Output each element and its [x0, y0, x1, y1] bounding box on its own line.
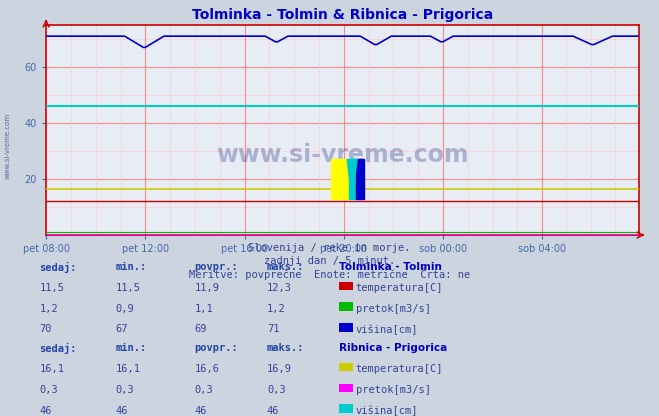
Text: Ribnica - Prigorica: Ribnica - Prigorica	[339, 343, 447, 353]
Text: 16,6: 16,6	[194, 364, 219, 374]
Text: temperatura[C]: temperatura[C]	[356, 364, 444, 374]
Title: Tolminka - Tolmin & Ribnica - Prigorica: Tolminka - Tolmin & Ribnica - Prigorica	[192, 8, 494, 22]
Text: 1,2: 1,2	[40, 304, 58, 314]
Text: 46: 46	[40, 406, 52, 416]
Text: temperatura[C]: temperatura[C]	[356, 283, 444, 293]
Text: 0,3: 0,3	[115, 385, 134, 395]
Bar	[356, 159, 364, 198]
Text: 1,2: 1,2	[267, 304, 285, 314]
Text: 46: 46	[267, 406, 279, 416]
Bar	[349, 159, 356, 198]
Text: 1,1: 1,1	[194, 304, 213, 314]
Text: Tolminka - Tolmin: Tolminka - Tolmin	[339, 262, 442, 272]
Text: Slovenija / reke in morje.: Slovenija / reke in morje.	[248, 243, 411, 253]
Text: 46: 46	[115, 406, 128, 416]
Text: min.:: min.:	[115, 343, 146, 353]
Text: www.si-vreme.com: www.si-vreme.com	[216, 143, 469, 167]
Text: maks.:: maks.:	[267, 343, 304, 353]
Text: 16,1: 16,1	[40, 364, 65, 374]
Text: Meritve: povprečne  Enote: metrične  Črta: ne: Meritve: povprečne Enote: metrične Črta:…	[189, 268, 470, 280]
Text: višina[cm]: višina[cm]	[356, 324, 418, 335]
Text: 70: 70	[40, 324, 52, 334]
Text: pretok[m3/s]: pretok[m3/s]	[356, 385, 431, 395]
Bar	[331, 159, 349, 198]
Text: povpr.:: povpr.:	[194, 262, 238, 272]
Text: maks.:: maks.:	[267, 262, 304, 272]
Text: 16,1: 16,1	[115, 364, 140, 374]
Text: povpr.:: povpr.:	[194, 343, 238, 353]
Text: 16,9: 16,9	[267, 364, 292, 374]
Text: 0,3: 0,3	[40, 385, 58, 395]
Text: 71: 71	[267, 324, 279, 334]
Text: 69: 69	[194, 324, 207, 334]
Text: sedaj:: sedaj:	[40, 262, 77, 273]
Text: 11,5: 11,5	[115, 283, 140, 293]
Text: www.si-vreme.com: www.si-vreme.com	[5, 113, 11, 178]
Polygon shape	[347, 159, 357, 198]
Text: 0,3: 0,3	[267, 385, 285, 395]
Text: 11,9: 11,9	[194, 283, 219, 293]
Text: pretok[m3/s]: pretok[m3/s]	[356, 304, 431, 314]
Text: 0,9: 0,9	[115, 304, 134, 314]
Text: 46: 46	[194, 406, 207, 416]
Text: 11,5: 11,5	[40, 283, 65, 293]
Text: sedaj:: sedaj:	[40, 343, 77, 354]
Text: min.:: min.:	[115, 262, 146, 272]
Text: 12,3: 12,3	[267, 283, 292, 293]
Text: zadnji dan / 5 minut.: zadnji dan / 5 minut.	[264, 256, 395, 266]
Text: 0,3: 0,3	[194, 385, 213, 395]
Text: višina[cm]: višina[cm]	[356, 406, 418, 416]
Text: 67: 67	[115, 324, 128, 334]
